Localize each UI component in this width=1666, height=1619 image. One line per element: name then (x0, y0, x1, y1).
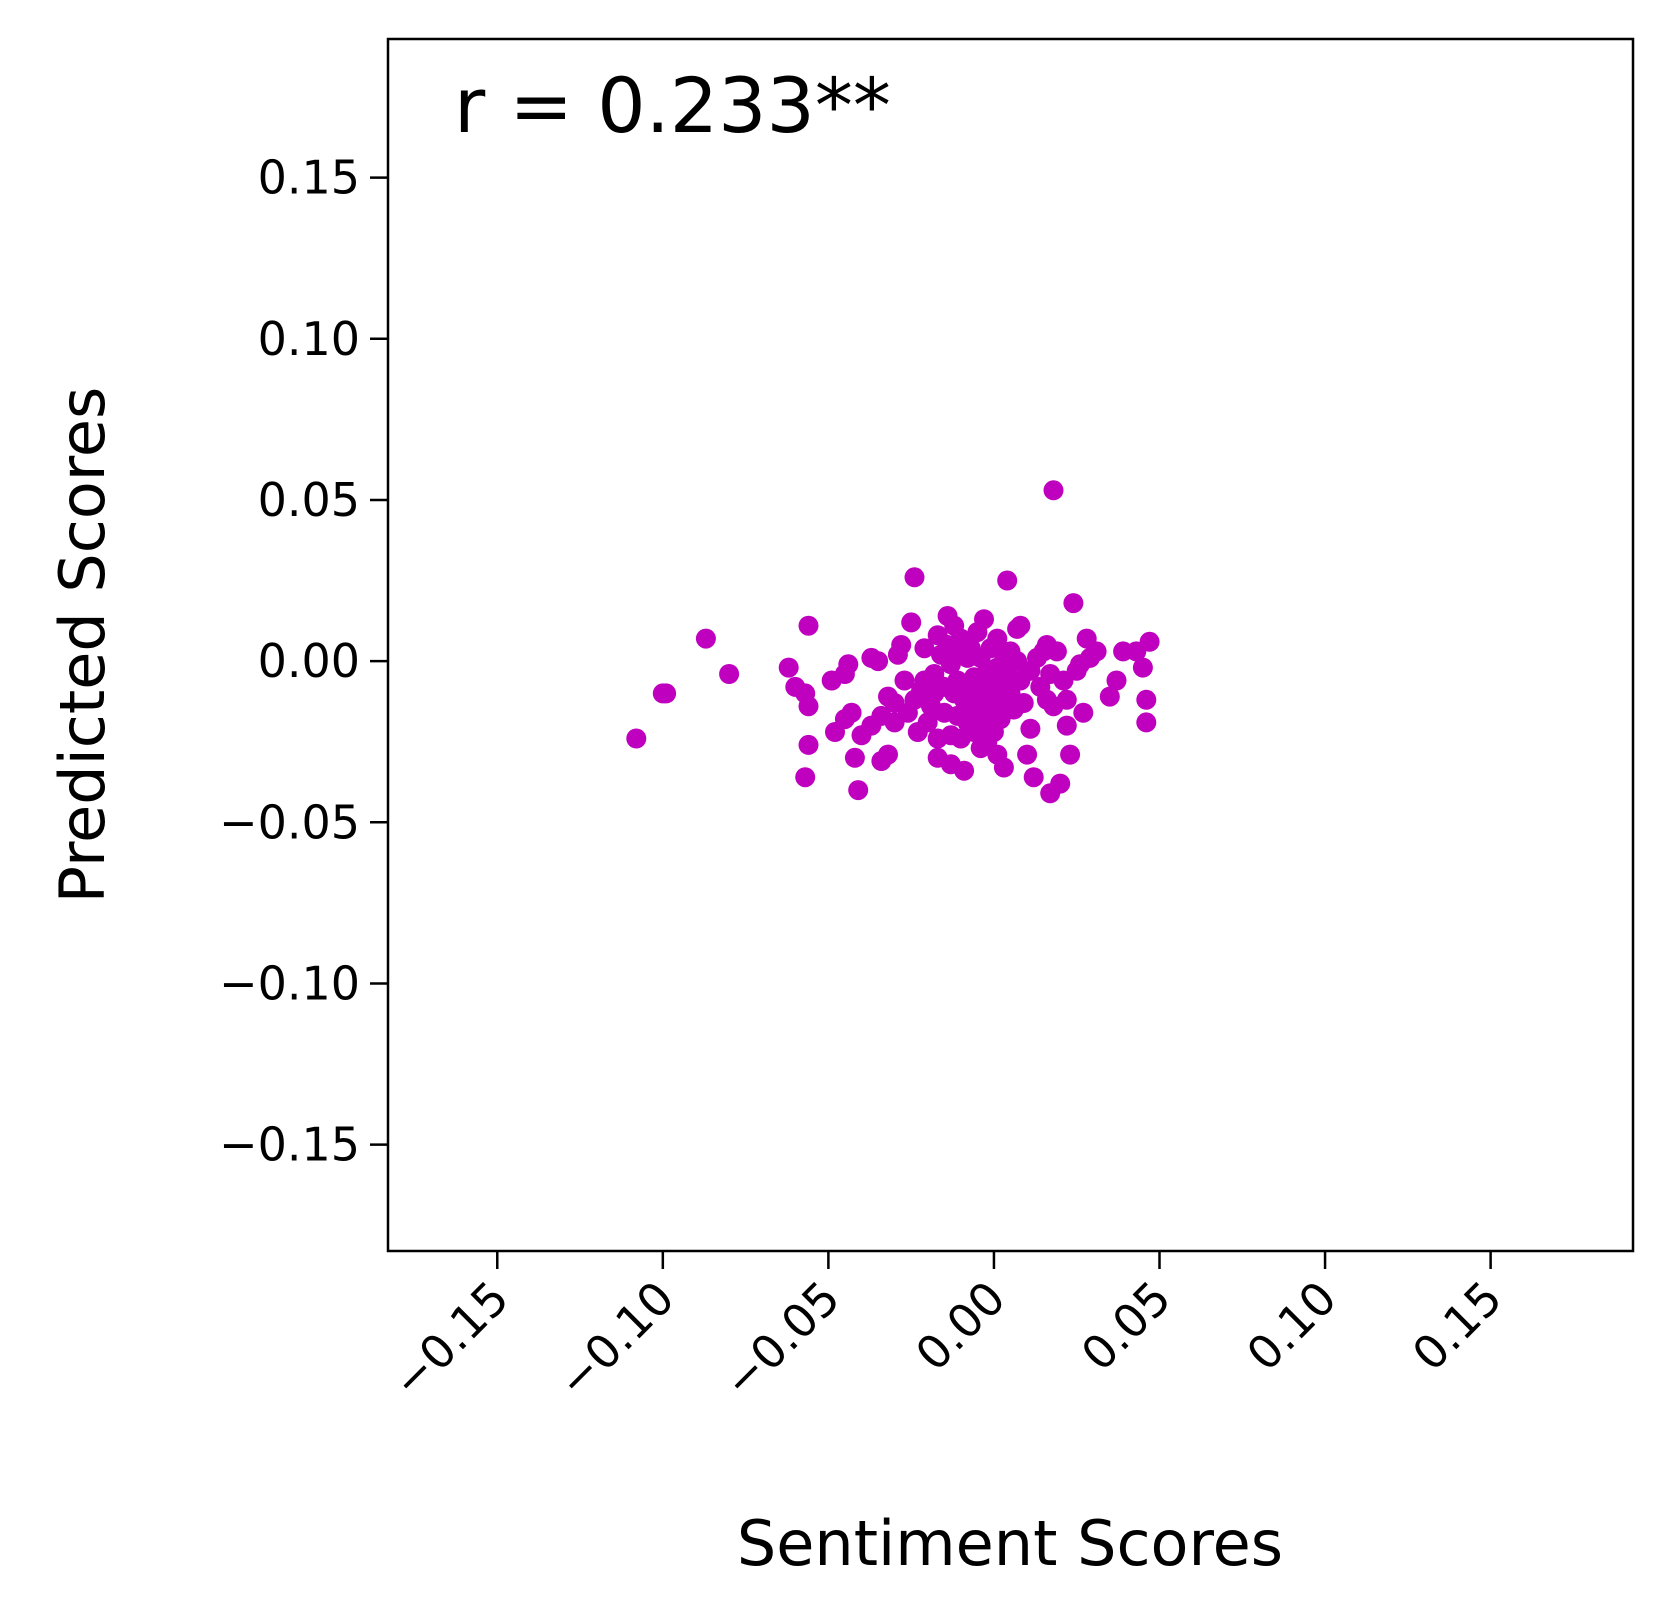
scatter-point (1136, 712, 1157, 733)
scatter-point (695, 628, 716, 649)
scatter-point (719, 664, 740, 684)
scatter-points (626, 480, 1160, 804)
x-axis-title: Sentiment Scores (737, 1507, 1283, 1580)
scatter-point (1043, 480, 1064, 501)
y-tick-label: 0.00 (258, 634, 360, 688)
scatter-point (825, 722, 845, 742)
scatter-point (1099, 686, 1120, 707)
y-tick-label: −0.05 (219, 795, 360, 849)
scatter-point (1073, 702, 1094, 723)
y-tick-label: −0.10 (219, 956, 360, 1010)
scatter-point (1050, 773, 1071, 794)
scatter-point (798, 615, 819, 636)
scatter-point (1023, 767, 1044, 788)
scatter-point (1060, 744, 1081, 765)
scatter-point (1010, 615, 1031, 636)
plot-frame (386, 37, 1635, 1253)
y-axis-ticks: −0.15 −0.10 −0.05 0.00 0.05 0.10 0.15 (219, 151, 388, 1172)
scatter-point (993, 757, 1014, 778)
scatter-point (656, 683, 677, 704)
scatter-point (795, 767, 816, 788)
scatter-point (844, 747, 865, 768)
scatter-point (1056, 689, 1077, 710)
scatter-point (1046, 641, 1067, 662)
scatter-point (974, 609, 994, 630)
scatter-point (904, 567, 925, 588)
scatter-point (954, 760, 975, 781)
scatter-point (798, 734, 819, 755)
scatter-point (868, 651, 889, 672)
y-tick-label: 0.15 (258, 151, 360, 205)
y-axis-title: Predicted Scores (46, 387, 119, 904)
scatter-point (1136, 689, 1157, 710)
scatter-point (1020, 718, 1041, 739)
scatter-point (1063, 593, 1084, 614)
scatter-point (848, 780, 869, 801)
scatter-point (894, 670, 915, 691)
scatter-point (997, 570, 1018, 591)
correlation-annotation: r = 0.233** (454, 61, 891, 150)
y-tick-label: 0.05 (258, 473, 360, 527)
scatter-point (1013, 693, 1034, 713)
scatter-point (914, 638, 935, 659)
scatter-point (1056, 715, 1077, 736)
scatter-point (1139, 631, 1160, 652)
scatter-point (1086, 641, 1107, 662)
scatter-point (901, 612, 922, 633)
scatter-point (987, 628, 1008, 649)
scatter-point (798, 696, 819, 717)
scatter-point (778, 657, 799, 678)
y-tick-label: −0.15 (219, 1118, 360, 1172)
scatter-point (917, 712, 938, 733)
scatter-point (626, 728, 647, 749)
scatter-point (891, 635, 912, 655)
y-tick-label: 0.10 (258, 312, 360, 366)
scatter-point (1132, 657, 1153, 678)
scatter-point (1106, 670, 1127, 691)
scatter-point (878, 744, 898, 765)
scatter-point (838, 654, 859, 675)
scatter-point (1017, 744, 1038, 765)
